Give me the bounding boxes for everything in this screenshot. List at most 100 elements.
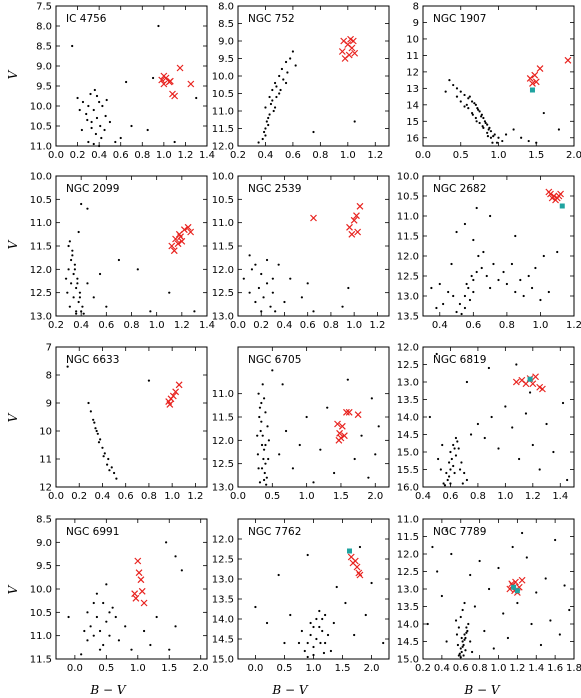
star-point: [445, 471, 448, 475]
star-point: [256, 434, 259, 437]
giant-marker: [168, 242, 176, 250]
giant-marker: [137, 576, 145, 584]
y-tick-label: 11.0: [212, 218, 234, 229]
star-point: [174, 625, 177, 628]
star-point: [456, 440, 459, 443]
y-tick-label: 10.0: [397, 172, 419, 183]
y-tick-label: 14.0: [397, 413, 419, 424]
star-point: [462, 654, 465, 657]
clump-marker: [529, 87, 535, 93]
y-tick-label: 13.0: [397, 585, 419, 596]
star-point: [469, 640, 472, 643]
star-point: [92, 142, 95, 146]
star-point: [262, 448, 266, 451]
y-tick-label: 12.0: [397, 252, 419, 263]
giant-marker: [175, 381, 183, 389]
star-point: [324, 613, 327, 617]
clump-marker: [347, 548, 353, 554]
star-point: [460, 650, 463, 654]
star-point: [242, 277, 245, 280]
star-point: [257, 467, 260, 470]
giant-marker: [169, 392, 177, 400]
panel-ngc-2099: 0.2 0.4 0.6 0.8 1.0 1.2 1.4 10.0 10.5 11.0 11.5 12.…: [30, 172, 215, 332]
giant-marker: [160, 80, 168, 88]
star-point: [470, 274, 473, 278]
star-point: [70, 258, 73, 262]
star-point: [329, 649, 333, 653]
x-axis-title-left: B − V: [89, 683, 127, 697]
star-point: [510, 262, 514, 266]
giant-marker: [334, 420, 341, 428]
star-point: [64, 277, 68, 280]
x-tick-label: 0.4: [73, 320, 89, 331]
star-point: [280, 67, 284, 71]
y-tick-label: 8.5: [36, 42, 52, 53]
y-tick-label: 10.5: [212, 89, 234, 100]
panel-title: NGC 6819: [433, 354, 486, 366]
giant-marker: [345, 408, 353, 416]
star-point: [180, 569, 183, 572]
plot-frame: [422, 5, 575, 147]
x-tick-label: 0.4: [277, 320, 293, 331]
star-point: [347, 286, 350, 290]
star-point: [93, 88, 96, 92]
star-point: [256, 453, 260, 456]
star-point: [482, 250, 485, 254]
star-point: [80, 202, 83, 206]
panel-ngc-7762: 0.0 0.5 1.0 1.5 2.0 12.0 12.5 13.0 13.5 14.0 14.5 1…: [212, 518, 390, 674]
x-tick-label: 1.5: [161, 663, 177, 674]
star-point: [89, 92, 92, 96]
star-point: [262, 130, 266, 134]
giant-marker: [536, 65, 544, 73]
star-point: [80, 310, 83, 313]
x-tick-label: 0.2: [70, 150, 86, 161]
star-point: [267, 457, 270, 461]
x-tick-label: 1.2: [525, 491, 541, 502]
star-point: [78, 108, 81, 112]
y-tick-label: 12.0: [397, 550, 419, 561]
giant-marker: [354, 228, 362, 236]
plot-frame: [237, 518, 390, 660]
star-point: [470, 650, 474, 654]
star-point: [71, 249, 74, 252]
star-point: [468, 298, 472, 302]
panel-ngc-6633: 0.0 0.2 0.4 0.6 0.8 1.0 1.2 7 8 9 10 11 12 NGC 6633: [39, 343, 208, 502]
star-point: [530, 286, 534, 290]
star-point: [73, 263, 76, 266]
star-point: [151, 76, 155, 80]
star-point: [464, 649, 467, 652]
clump-marker: [559, 203, 565, 209]
giant-marker: [172, 388, 180, 396]
y-tick-label: 11: [39, 455, 52, 466]
star-point: [463, 633, 466, 636]
star-point: [271, 369, 274, 372]
star-point: [495, 141, 499, 144]
star-point: [454, 454, 458, 457]
y-tick-label: 11.5: [397, 532, 419, 543]
giant-marker: [351, 49, 359, 57]
star-point: [117, 258, 121, 262]
x-tick-label: 1.0: [491, 150, 507, 161]
star-point: [86, 207, 89, 210]
star-point: [277, 263, 280, 266]
star-point: [554, 538, 557, 542]
star-point: [312, 653, 315, 657]
star-point: [298, 443, 301, 447]
y-axis-title-row2: V: [6, 239, 20, 249]
star-point: [111, 606, 114, 609]
x-tick-label: 0.0: [230, 491, 246, 502]
star-point: [461, 645, 464, 648]
y-tick-label: 11.0: [30, 218, 52, 229]
star-point: [557, 128, 561, 131]
star-point: [318, 625, 321, 629]
star-point: [547, 290, 550, 294]
star-point: [271, 88, 274, 92]
giant-marker: [545, 188, 553, 196]
star-point: [269, 102, 273, 106]
star-point: [545, 422, 548, 426]
y-tick-label: 9: [413, 18, 419, 29]
y-tick-label: 12.5: [212, 459, 234, 470]
star-point: [286, 71, 289, 74]
y-tick-label: 10.0: [30, 172, 52, 183]
